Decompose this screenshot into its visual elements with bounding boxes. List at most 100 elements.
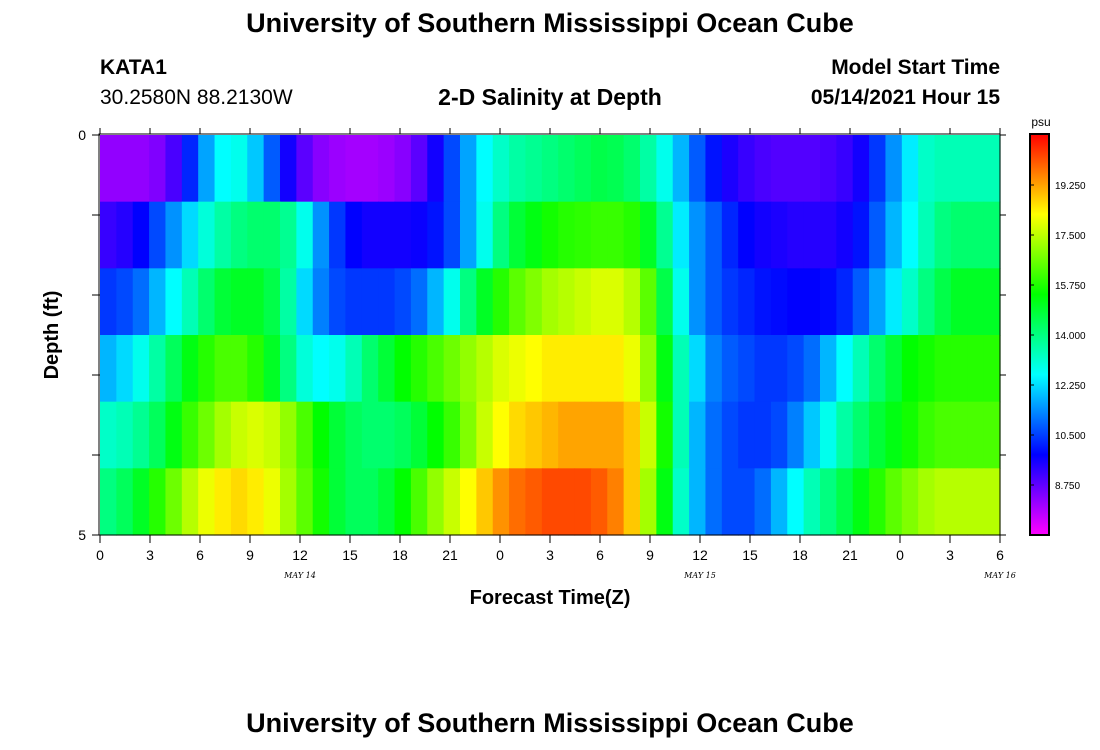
heatmap-cell: [165, 201, 183, 269]
heatmap-cell: [312, 401, 330, 469]
heatmap-cell: [492, 401, 510, 469]
model-start-value: 05/14/2021 Hour 15: [810, 86, 1000, 109]
heatmap-cell: [149, 468, 167, 536]
heatmap-cell: [852, 135, 870, 203]
heatmap-cell: [803, 468, 821, 536]
heatmap-cell: [509, 335, 527, 403]
heatmap-cell: [689, 268, 707, 336]
x-tick-label: 3: [946, 547, 954, 563]
x-tick-label: 21: [442, 547, 458, 563]
heatmap-cell: [525, 468, 543, 536]
heatmap-cell: [950, 335, 968, 403]
heatmap-cell: [656, 335, 674, 403]
heatmap-cell: [100, 135, 117, 203]
heatmap-cell: [460, 468, 477, 536]
heatmap-cell: [345, 401, 363, 469]
heatmap-cell: [280, 201, 297, 269]
heatmap-cell: [345, 268, 363, 336]
heatmap-cell: [640, 468, 657, 536]
heatmap-cell: [640, 201, 657, 269]
heatmap-cell: [950, 135, 968, 203]
heatmap-cell: [574, 468, 592, 536]
colorbar-tick-label: 14.000: [1055, 331, 1086, 342]
heatmap-cell: [427, 201, 445, 269]
heatmap-cell: [918, 268, 936, 336]
heatmap-cell: [541, 335, 559, 403]
heatmap-cell: [525, 335, 543, 403]
heatmap-cell: [214, 201, 232, 269]
heatmap-cell: [361, 335, 379, 403]
heatmap-cell: [836, 201, 854, 269]
x-tick-label: 9: [646, 547, 654, 563]
heatmap-cell: [214, 135, 232, 203]
heatmap-cell: [394, 468, 412, 536]
heatmap-cell: [230, 201, 248, 269]
heatmap-cell: [394, 401, 412, 469]
heatmap-cell: [247, 135, 265, 203]
heatmap-cell: [100, 335, 117, 403]
heatmap-cell: [100, 201, 117, 269]
heatmap-cell: [754, 401, 772, 469]
colorbar-tick-label: 15.750: [1055, 281, 1086, 292]
heatmap-cell: [934, 468, 952, 536]
x-tick-label: 21: [842, 547, 858, 563]
heatmap-cell: [329, 468, 347, 536]
heatmap-cell: [116, 468, 134, 536]
heatmap-cell: [214, 268, 232, 336]
heatmap-cell: [165, 268, 183, 336]
heatmap-cell: [770, 468, 788, 536]
heatmap-cell: [394, 335, 412, 403]
heatmap-cell: [198, 335, 216, 403]
heatmap-cell: [770, 335, 788, 403]
heatmap-cell: [721, 201, 739, 269]
heatmap-cell: [312, 135, 330, 203]
heatmap-cell: [885, 335, 903, 403]
heatmap-cell: [574, 401, 592, 469]
heatmap-cell: [787, 201, 805, 269]
heatmap-cell: [296, 401, 314, 469]
heatmap-cell: [329, 268, 347, 336]
heatmap-cell: [803, 335, 821, 403]
x-tick-label: 18: [392, 547, 408, 563]
heatmap-cell: [296, 201, 314, 269]
heatmap-cell: [329, 201, 347, 269]
y-axis-label: Depth (ft): [41, 291, 63, 380]
heatmap-cell: [967, 201, 985, 269]
heatmap-cell: [312, 335, 330, 403]
heatmap-cell: [836, 468, 854, 536]
heatmap-cell: [443, 201, 461, 269]
heatmap-cell: [869, 468, 887, 536]
heatmap-cell: [181, 468, 199, 536]
heatmap-cell: [509, 135, 527, 203]
heatmap-cell: [754, 268, 772, 336]
heatmap-cell: [427, 135, 445, 203]
heatmap-cell: [901, 335, 919, 403]
heatmap-cell: [541, 135, 559, 203]
heatmap-cell: [427, 268, 445, 336]
heatmap-cell: [280, 335, 297, 403]
heatmap-cell: [820, 468, 837, 536]
heatmap-cell: [754, 335, 772, 403]
heatmap-cell: [361, 201, 379, 269]
heatmap-cell: [574, 201, 592, 269]
heatmap-cell: [149, 201, 167, 269]
heatmap-cell: [869, 135, 887, 203]
heatmap-cell: [558, 201, 576, 269]
heatmap-cell: [230, 468, 248, 536]
heatmap-cell: [607, 468, 625, 536]
heatmap-cell: [885, 135, 903, 203]
heatmap-cell: [705, 468, 723, 536]
heatmap-cell: [590, 401, 608, 469]
heatmap-cell: [132, 401, 150, 469]
heatmap-cell: [983, 135, 1001, 203]
heatmap-cell: [263, 268, 281, 336]
heatmap-cell: [967, 401, 985, 469]
heatmap-cell: [934, 135, 952, 203]
heatmap-cell: [410, 401, 428, 469]
heatmap-cell: [100, 268, 117, 336]
heatmap-cell: [280, 135, 297, 203]
heatmap-cell: [869, 201, 887, 269]
heatmap-cell: [492, 468, 510, 536]
heatmap-cell: [869, 401, 887, 469]
date-label: MAY 15: [683, 571, 716, 580]
